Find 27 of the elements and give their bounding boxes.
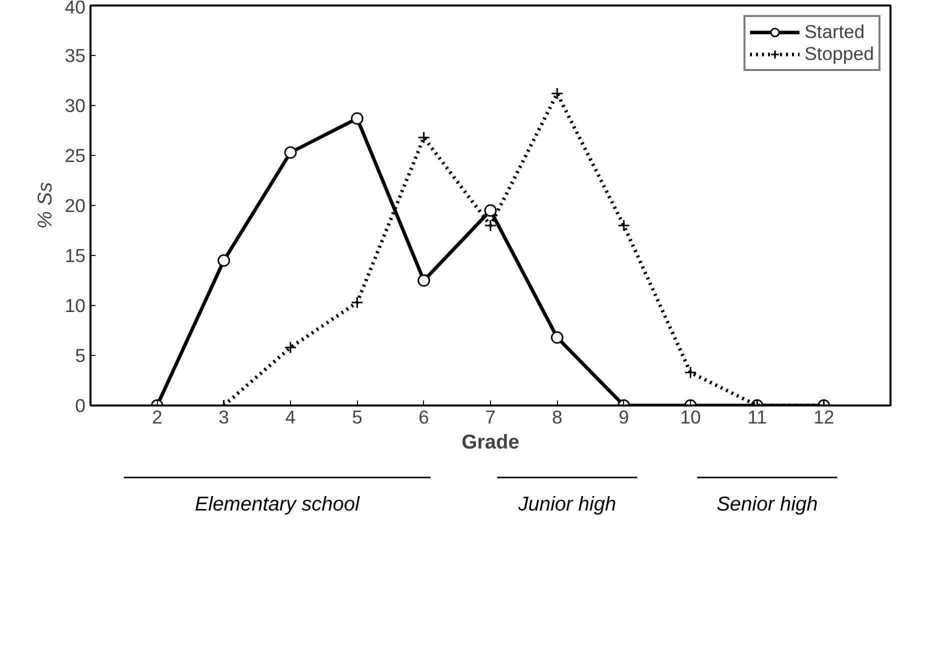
y-axis-title: % Ss (34, 182, 57, 229)
x-tick-label: 2 (152, 406, 162, 428)
x-axis-title: Grade (462, 432, 520, 454)
text: Elementary school (194, 494, 360, 516)
x-tick-label: 4 (285, 406, 296, 428)
y-tick-label: 40 (64, 0, 86, 18)
x-tick-label: 3 (218, 406, 230, 428)
x-tick-label: 7 (485, 406, 496, 428)
y-tick-label: 20 (64, 195, 86, 216)
y-tick-label: 5 (75, 345, 86, 366)
legend-label: Stopped (804, 43, 874, 65)
x-tick-label: 9 (618, 406, 630, 428)
y-tick-label: 35 (64, 45, 86, 66)
x-tick-label: 8 (552, 406, 562, 428)
text: Senior high (716, 494, 818, 516)
text: Junior high (517, 494, 616, 516)
x-tick-label: 6 (418, 406, 430, 428)
x-tick-label: 5 (352, 406, 362, 428)
x-tick-label: 12 (813, 406, 834, 428)
x-tick-label: 11 (747, 406, 767, 428)
y-tick-label: 30 (64, 95, 86, 116)
y-tick-label: 25 (64, 145, 86, 166)
y-tick-label: 15 (64, 245, 86, 266)
y-tick-label: 10 (64, 295, 86, 316)
y-tick-label: 0 (75, 395, 86, 416)
legend-label: Started (804, 21, 865, 43)
x-tick-label: 10 (680, 406, 701, 428)
